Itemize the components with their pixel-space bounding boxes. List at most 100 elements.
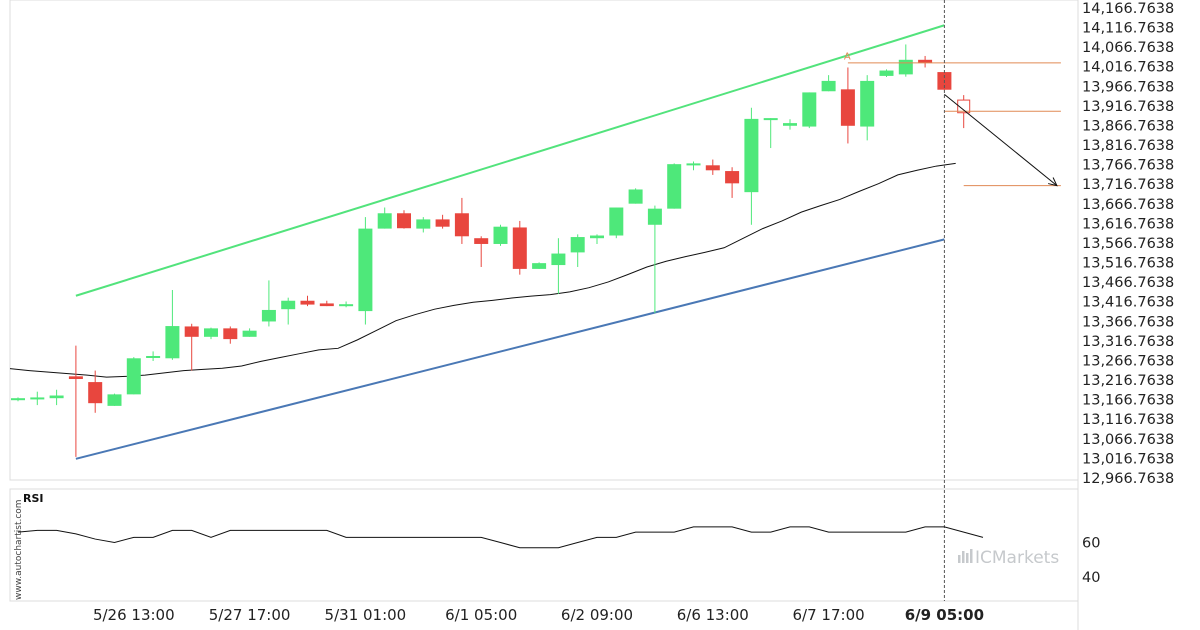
candle-body: [532, 263, 547, 269]
x-tick-label: 5/27 17:00: [209, 606, 291, 624]
y-axis-ticks: 14,166.7638 14,116.7638 14,066.7638 14,016.…: [1082, 1, 1174, 487]
y-tick-label: 13,116.7638: [1082, 412, 1174, 428]
levels: A: [844, 0, 1061, 601]
x-tick-label: 5/26 13:00: [93, 606, 175, 624]
candle-body: [339, 304, 354, 307]
x-axis-ticks: 5/26 13:00 5/27 17:00 5/31 01:00 6/1 05:00 6…: [93, 606, 984, 624]
candle-body: [68, 376, 83, 380]
y-tick-label: 13,666.7638: [1082, 197, 1174, 213]
y-tick-label: 13,966.7638: [1082, 79, 1174, 95]
y-tick-label: 13,216.7638: [1082, 373, 1174, 389]
candle-body: [551, 253, 566, 266]
candle-body: [918, 59, 933, 63]
y-tick-label: 13,716.7638: [1082, 177, 1174, 193]
candle-body: [454, 213, 469, 237]
moving-average: [9, 162, 956, 378]
point-label: A: [844, 52, 851, 63]
candle-body: [725, 171, 740, 184]
candle-body: [281, 300, 296, 310]
candle-body: [30, 397, 45, 400]
candle-body: [397, 213, 411, 229]
y-tick-label: 14,066.7638: [1082, 40, 1174, 56]
candle-body: [261, 309, 276, 322]
x-tick-label: 6/9 05:00: [905, 606, 984, 624]
candle-body: [184, 326, 199, 337]
y-tick-label: 13,266.7638: [1082, 353, 1174, 369]
candle-body: [647, 208, 662, 225]
upper-channel-line: [75, 24, 945, 297]
candle-body: [667, 164, 682, 209]
candle-body: [300, 300, 315, 305]
candle-body: [242, 330, 257, 337]
candle-body: [107, 394, 122, 406]
rsi-panel-frame: [9, 488, 1079, 602]
y-tick-label: 12,966.7638: [1082, 471, 1174, 487]
y-tick-label: 13,866.7638: [1082, 118, 1174, 134]
candle-body: [165, 326, 180, 359]
y-tick-label: 13,516.7638: [1082, 256, 1174, 272]
y-tick-label: 14,016.7638: [1082, 60, 1174, 76]
rsi-line: [17, 526, 984, 549]
candle-body: [204, 328, 218, 337]
candle-body: [88, 382, 103, 404]
y-tick-label: 13,166.7638: [1082, 393, 1174, 409]
candle-body: [570, 237, 585, 253]
x-tick-label: 6/6 13:00: [677, 606, 749, 624]
projection-arrow-head: [1048, 177, 1058, 187]
projection-arrow-line: [944, 93, 1058, 187]
y-tick-label: 13,066.7638: [1082, 432, 1174, 448]
rsi-label: RSI: [23, 492, 44, 505]
moving-average-line: [9, 162, 956, 378]
y-tick-label: 14,166.7638: [1082, 1, 1174, 17]
candle-body: [358, 228, 373, 312]
brand-name: ICMarkets: [975, 548, 1059, 568]
rsi-tick-label: 60: [1082, 536, 1100, 552]
candle-body: [821, 80, 836, 92]
rsi-tick-label: 40: [1082, 570, 1100, 586]
candle-body: [898, 59, 913, 75]
candle-body: [860, 80, 875, 127]
candle-body: [435, 219, 450, 227]
candle-body: [319, 303, 334, 307]
x-tick-label: 6/1 05:00: [445, 606, 517, 624]
candle-body: [686, 163, 701, 166]
candle-body: [840, 89, 855, 126]
y-tick-label: 14,116.7638: [1082, 21, 1174, 37]
candle-body: [609, 207, 624, 236]
candle-body: [763, 118, 778, 121]
y-tick-label: 13,466.7638: [1082, 275, 1174, 291]
y-tick-label: 13,616.7638: [1082, 216, 1174, 232]
price-panel-frame: [9, 0, 1079, 481]
y-tick-label: 13,016.7638: [1082, 451, 1174, 467]
brand-logo: ICMarkets: [958, 548, 1059, 568]
candle-body: [590, 235, 604, 239]
y-tick-label: 13,916.7638: [1082, 99, 1174, 115]
x-tick-label: 5/31 01:00: [325, 606, 407, 624]
brand-logo-icon: [958, 549, 973, 563]
candle-body: [49, 395, 64, 399]
candle-body: [474, 238, 489, 244]
candle-body: [493, 226, 508, 244]
y-tick-label: 13,816.7638: [1082, 138, 1174, 154]
x-tick-label: 6/7 17:00: [793, 606, 865, 624]
candle-body: [879, 70, 894, 76]
candle-body: [705, 165, 720, 171]
lower-channel-line: [75, 238, 945, 460]
candle-body: [146, 355, 161, 358]
candle-body: [512, 227, 527, 269]
channel-lines: [75, 24, 945, 460]
candle-body: [223, 328, 238, 340]
candle-body: [802, 92, 817, 127]
candle-body: [377, 213, 392, 229]
y-tick-label: 13,766.7638: [1082, 158, 1174, 174]
y-tick-label: 13,416.7638: [1082, 295, 1174, 311]
candle-body: [628, 189, 643, 204]
candle-body: [957, 99, 971, 114]
candle-body: [126, 358, 141, 395]
candle-body: [416, 219, 431, 229]
y-tick-label: 13,366.7638: [1082, 314, 1174, 330]
x-tick-label: 6/2 09:00: [561, 606, 633, 624]
rsi-panel: 60 40: [17, 526, 1100, 586]
candle-body: [744, 118, 759, 193]
